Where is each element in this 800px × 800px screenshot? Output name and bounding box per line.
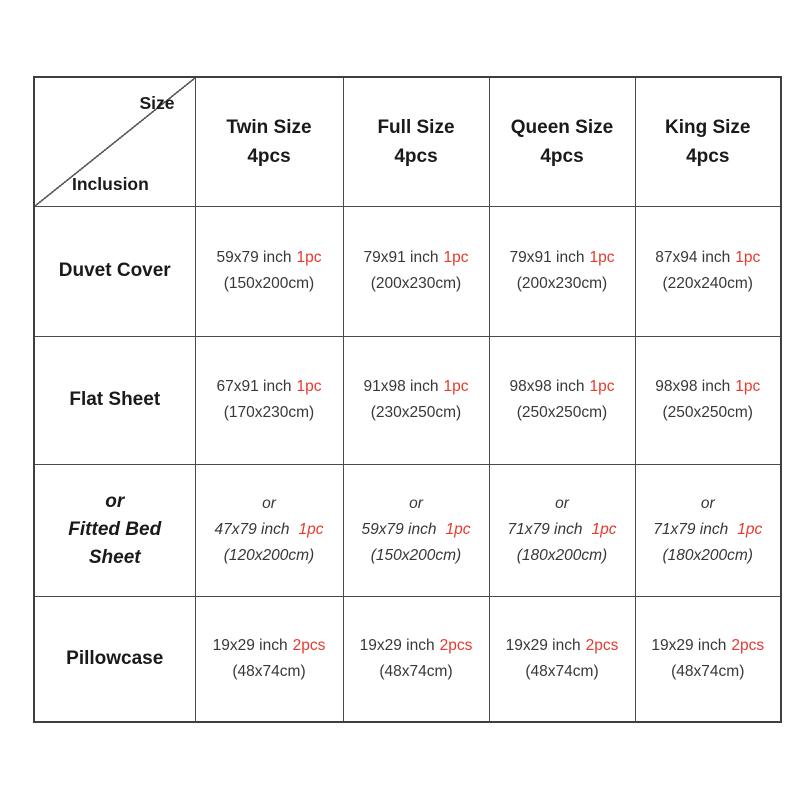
- size-cm: (180x200cm): [516, 547, 608, 564]
- quantity: 1pc: [735, 249, 761, 266]
- cell-duvet-twin: 59x79 inch 1pc (150x200cm): [194, 205, 344, 337]
- column-title: Twin Size: [226, 116, 312, 138]
- corner-size-label: Size: [139, 93, 175, 113]
- size-inches: 19x29 inch: [212, 636, 288, 654]
- row-label-line: or: [105, 491, 125, 512]
- quantity: 1pc: [589, 378, 615, 395]
- size-cm: (48x74cm): [671, 662, 745, 680]
- quantity: 1pc: [589, 249, 615, 266]
- cell-fitted-full: or 59x79 inch 1pc (150x200cm): [342, 463, 490, 597]
- size-cm: (48x74cm): [525, 662, 599, 680]
- cell-fitted-king: or 71x79 inch 1pc (180x200cm): [634, 463, 782, 597]
- row-label-pillowcase: Pillowcase: [33, 595, 196, 723]
- quantity: 1pc: [737, 521, 763, 538]
- cell-fitted-queen: or 71x79 inch 1pc (180x200cm): [488, 463, 636, 597]
- quantity: 1pc: [296, 249, 322, 266]
- table-row-fitted-bed-sheet: or Fitted Bed Sheet or 47x79 inch 1pc (12…: [33, 463, 782, 597]
- table-row-duvet-cover: Duvet Cover 59x79 inch 1pc (150x200cm) 79…: [33, 205, 782, 337]
- quantity: 1pc: [443, 378, 469, 395]
- size-inches: 71x79 inch: [507, 521, 583, 538]
- size-cm: (120x200cm): [223, 547, 315, 564]
- quantity: 1pc: [445, 521, 471, 538]
- column-title: Full Size: [377, 116, 455, 138]
- size-inches: 98x98 inch: [509, 378, 585, 395]
- corner-diagonal-cell: Size Inclusion: [33, 76, 196, 207]
- size-cm: (250x250cm): [662, 404, 753, 421]
- column-header-full: Full Size 4pcs: [342, 76, 490, 207]
- size-inches: 19x29 inch: [359, 636, 435, 654]
- quantity: 1pc: [298, 521, 324, 538]
- size-inches: 59x79 inch: [216, 249, 292, 266]
- size-cm: (170x230cm): [223, 404, 315, 421]
- cell-duvet-full: 79x91 inch 1pc (200x230cm): [342, 205, 490, 337]
- column-subtitle: 4pcs: [394, 145, 438, 167]
- size-cm: (150x200cm): [223, 275, 315, 292]
- cell-fitted-twin: or 47x79 inch 1pc (120x200cm): [194, 463, 344, 597]
- size-cm: (48x74cm): [232, 662, 306, 680]
- row-label-fitted-bed-sheet: or Fitted Bed Sheet: [33, 463, 196, 597]
- column-subtitle: 4pcs: [247, 145, 291, 167]
- size-cm: (230x250cm): [370, 404, 462, 421]
- table-row-flat-sheet: Flat Sheet 67x91 inch 1pc (170x230cm) 91x…: [33, 335, 782, 465]
- cell-pillow-king: 19x29 inch 2pcs (48x74cm): [634, 595, 782, 723]
- size-cm: (150x200cm): [370, 547, 462, 564]
- size-inches: 67x91 inch: [216, 378, 292, 395]
- size-inches: 91x98 inch: [363, 378, 439, 395]
- cell-flat-queen: 98x98 inch 1pc (250x250cm): [488, 335, 636, 465]
- size-inches: 71x79 inch: [653, 521, 729, 538]
- row-label-line: Fitted Bed: [68, 519, 162, 540]
- column-header-king: King Size 4pcs: [634, 76, 782, 207]
- row-label-flat-sheet: Flat Sheet: [33, 335, 196, 465]
- or-text: or: [555, 495, 569, 512]
- header-row: Size Inclusion Twin Size 4pcs Full Size …: [33, 76, 782, 207]
- size-cm: (220x240cm): [662, 275, 753, 292]
- quantity: 2pcs: [439, 636, 473, 654]
- size-chart-table: Size Inclusion Twin Size 4pcs Full Size …: [33, 76, 782, 723]
- corner-inclusion-label: Inclusion: [72, 173, 149, 194]
- or-text: or: [409, 495, 423, 512]
- cell-flat-full: 91x98 inch 1pc (230x250cm): [342, 335, 490, 465]
- size-inches: 79x91 inch: [363, 249, 439, 266]
- size-inches: 79x91 inch: [509, 249, 585, 266]
- size-cm: (250x250cm): [516, 404, 608, 421]
- column-header-queen: Queen Size 4pcs: [488, 76, 636, 207]
- quantity: 1pc: [443, 249, 469, 266]
- table-row-pillowcase: Pillowcase 19x29 inch 2pcs (48x74cm) 19x2…: [33, 595, 782, 723]
- cell-pillow-full: 19x29 inch 2pcs (48x74cm): [342, 595, 490, 723]
- cell-flat-king: 98x98 inch 1pc (250x250cm): [634, 335, 782, 465]
- or-text: or: [262, 495, 276, 512]
- quantity: 1pc: [591, 521, 617, 538]
- size-cm: (48x74cm): [379, 662, 453, 680]
- column-title: Queen Size: [510, 116, 614, 138]
- size-inches: 98x98 inch: [655, 378, 731, 395]
- quantity: 1pc: [296, 378, 322, 395]
- quantity: 2pcs: [292, 636, 326, 654]
- size-inches: 19x29 inch: [505, 636, 581, 654]
- quantity: 2pcs: [585, 636, 619, 654]
- row-label-duvet-cover: Duvet Cover: [33, 205, 196, 337]
- cell-pillow-queen: 19x29 inch 2pcs (48x74cm): [488, 595, 636, 723]
- size-inches: 47x79 inch: [214, 521, 290, 538]
- size-cm: (200x230cm): [516, 275, 608, 292]
- size-inches: 87x94 inch: [655, 249, 731, 266]
- size-inches: 59x79 inch: [361, 521, 437, 538]
- column-subtitle: 4pcs: [540, 145, 584, 167]
- size-cm: (200x230cm): [370, 275, 462, 292]
- or-text: or: [700, 495, 715, 512]
- column-header-twin: Twin Size 4pcs: [194, 76, 344, 207]
- column-title: King Size: [664, 116, 751, 138]
- size-cm: (180x200cm): [662, 547, 753, 564]
- quantity: 1pc: [735, 378, 761, 395]
- quantity: 2pcs: [731, 636, 765, 654]
- row-label-line: Sheet: [88, 547, 141, 568]
- cell-flat-twin: 67x91 inch 1pc (170x230cm): [194, 335, 344, 465]
- cell-duvet-king: 87x94 inch 1pc (220x240cm): [634, 205, 782, 337]
- cell-pillow-twin: 19x29 inch 2pcs (48x74cm): [194, 595, 344, 723]
- column-subtitle: 4pcs: [686, 145, 730, 167]
- size-inches: 19x29 inch: [651, 636, 727, 654]
- cell-duvet-queen: 79x91 inch 1pc (200x230cm): [488, 205, 636, 337]
